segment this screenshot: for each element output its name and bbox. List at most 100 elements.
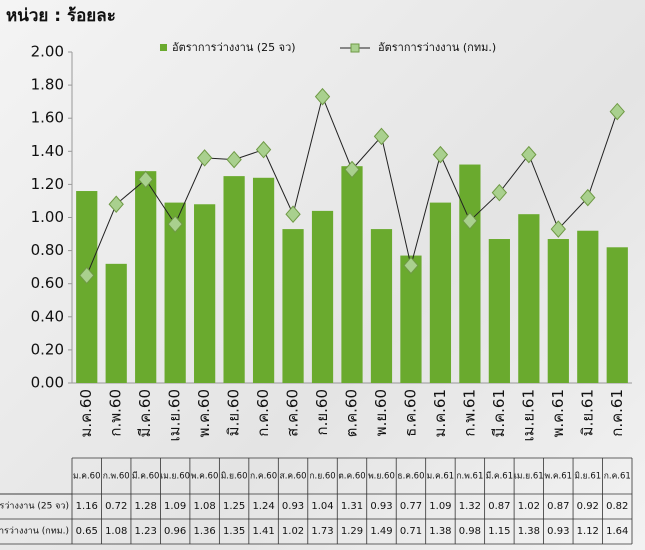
table-header: เม.ย.60 [160,472,190,482]
table-cell: 1.35 [223,526,245,537]
x-tick-label: พ.ย.60 [372,389,390,436]
bar [577,230,599,383]
marker [403,256,419,275]
table-header: มี.ค.61 [486,471,514,482]
legend-swatch [160,44,167,51]
table-cell: 0.87 [488,501,510,512]
x-tick-label: ก.ย.60 [313,389,331,436]
marker [79,266,95,285]
table-header: ม.ค.61 [427,472,455,482]
x-tick-label: ธ.ค.60 [401,389,419,437]
bar [76,191,98,383]
marker [580,188,596,207]
table-header: ก.ย.60 [309,472,335,482]
table-cell: 0.82 [606,501,628,512]
table-cell: 1.09 [429,501,451,512]
chart-title: หน่วย : ร้อยละ [6,6,116,26]
x-tick-label: เม.ย.60 [166,389,184,441]
table-cell: 1.28 [135,501,157,512]
table-cell: 1.25 [223,501,245,512]
y-tick-label: 1.80 [31,76,64,94]
x-tick-label: มิ.ย.61 [578,389,596,436]
table-cell: 0.87 [547,501,569,512]
marker [108,195,124,214]
marker [344,160,360,179]
table-header: ก.ค.60 [250,472,277,482]
x-tick-label: ม.ค.61 [431,389,449,438]
table-cell: 1.32 [459,501,481,512]
table-cell: 1.23 [135,526,157,537]
bar [252,177,275,383]
table-cell: 1.24 [252,501,274,512]
table-cell: 0.93 [370,501,392,512]
marker [285,205,301,223]
x-tick-label: มี.ค.60 [136,389,154,438]
marker [255,140,272,159]
table-cell: 1.12 [577,526,599,537]
table-cell: 1.16 [76,501,98,512]
table-header: ต.ค.60 [338,472,365,482]
x-tick-label: มิ.ย.60 [225,389,243,436]
table-header: พ.ย.60 [368,472,395,482]
bar [400,255,422,383]
table-cell: 1.02 [282,526,304,537]
table-cell: 1.38 [518,526,540,537]
marker [373,127,390,146]
table-cell: 0.93 [282,501,304,512]
bar [488,239,510,383]
marker [432,145,449,164]
bar [135,171,157,383]
x-tick-label: พ.ค.61 [549,389,567,438]
table-cell: 0.92 [577,501,599,512]
marker [609,102,625,121]
x-tick-label: ก.ค.61 [608,389,626,437]
table-cell: 1.41 [252,526,274,537]
table-cell: 0.77 [400,501,422,512]
table-cell: 1.04 [311,501,333,512]
table-header: ธ.ค.60 [397,472,424,482]
x-tick-label: ม.ค.60 [77,389,95,438]
table-cell: 1.08 [193,501,215,512]
x-tick-label: เม.ย.61 [519,389,537,441]
x-tick-label: ก.พ.61 [460,389,478,437]
legend-marker [350,43,360,53]
x-tick-label: ก.ค.60 [254,389,272,437]
marker [550,220,566,238]
table-header: ส.ค.60 [280,472,307,482]
y-tick-label: 1.40 [31,142,64,160]
bar [223,176,245,383]
table-cell: 0.93 [547,526,569,537]
table-cell: 1.09 [164,501,186,512]
table-cell: 1.02 [518,501,540,512]
legend-label: อัตราการว่างงาน (กทม.) [378,41,496,54]
table-header: ก.พ.61 [456,472,483,482]
table-header: ก.พ.60 [103,472,130,482]
marker [226,150,242,169]
table-cell: 0.71 [400,526,422,537]
y-tick-label: 0.20 [31,340,64,358]
table-cell: 0.98 [459,526,481,537]
y-tick-label: 1.20 [31,175,64,193]
table-header: มี.ค.60 [132,471,160,482]
bar [370,229,393,383]
x-tick-label: ส.ค.60 [284,389,302,437]
y-tick-label: 1.60 [31,109,64,127]
marker [462,212,478,230]
y-tick-label: 0.00 [31,374,64,392]
marker [491,183,508,202]
marker [521,145,537,164]
bar [311,210,334,383]
table-header: พ.ค.60 [191,472,219,482]
y-tick-label: 2.00 [31,43,64,61]
table-row-label: อัตราการว่างงาน (กทม.) [0,527,69,537]
table-header: พ.ค.61 [545,472,573,482]
x-tick-label: มี.ค.61 [490,389,508,438]
bar [429,202,452,383]
bar [164,202,186,383]
table-cell: 0.96 [164,526,186,537]
bar [459,164,481,383]
y-tick-label: 0.40 [31,307,64,325]
legend-label: อัตราการว่างงาน (25 จว) [172,41,296,54]
table-cell: 1.08 [105,526,127,537]
table-cell: 1.38 [429,526,451,537]
